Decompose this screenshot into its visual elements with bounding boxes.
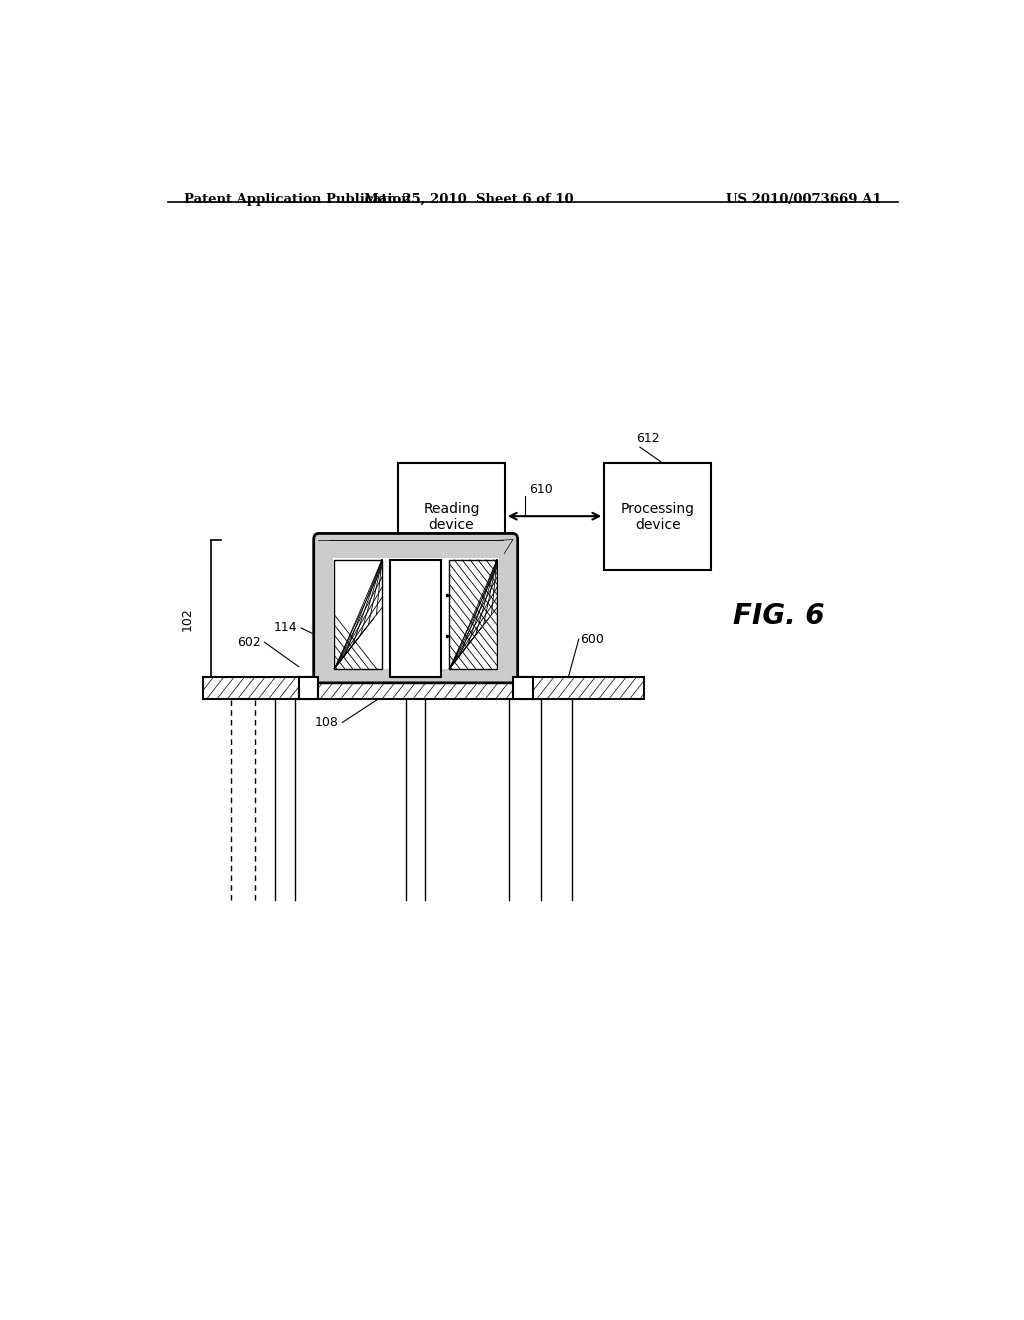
Text: FIG. 6: FIG. 6 xyxy=(733,602,824,630)
Text: Processing
device: Processing device xyxy=(621,502,694,532)
Bar xyxy=(390,560,441,677)
Bar xyxy=(450,560,497,669)
Bar xyxy=(204,677,644,700)
Text: 612: 612 xyxy=(636,432,659,445)
FancyBboxPatch shape xyxy=(313,533,518,682)
Text: 602: 602 xyxy=(238,636,261,648)
Text: 114: 114 xyxy=(273,622,297,635)
Text: Mar. 25, 2010  Sheet 6 of 10: Mar. 25, 2010 Sheet 6 of 10 xyxy=(365,193,574,206)
Text: Reading
device: Reading device xyxy=(423,502,479,532)
Text: 600: 600 xyxy=(581,632,604,645)
Text: 604: 604 xyxy=(342,533,366,546)
Text: 108: 108 xyxy=(314,715,338,729)
Bar xyxy=(397,463,505,570)
Bar xyxy=(513,677,532,700)
Bar xyxy=(333,558,499,669)
Text: Patent Application Publication: Patent Application Publication xyxy=(183,193,411,206)
Bar xyxy=(299,677,318,700)
Text: 610: 610 xyxy=(528,483,553,496)
Bar xyxy=(334,560,382,669)
Bar xyxy=(604,463,712,570)
Text: 102: 102 xyxy=(181,607,194,631)
Text: US 2010/0073669 A1: US 2010/0073669 A1 xyxy=(726,193,882,206)
